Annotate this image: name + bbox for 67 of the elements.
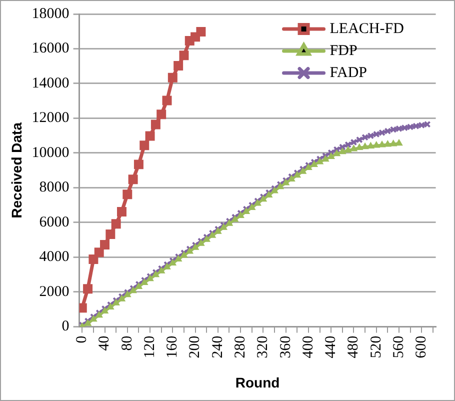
legend-label: LEACH-FD	[330, 20, 404, 37]
y-tick-label: 0	[62, 318, 70, 335]
point	[106, 230, 116, 240]
point	[196, 26, 206, 36]
x-tick-label: 600	[414, 336, 430, 358]
point	[356, 144, 363, 150]
point	[350, 144, 358, 152]
point	[299, 168, 306, 174]
point	[338, 148, 346, 154]
y-tick-label: 16000	[32, 40, 70, 57]
point	[344, 146, 352, 153]
y-tick-label: 18000	[32, 6, 70, 22]
point	[333, 150, 340, 156]
x-tick-label: 280	[232, 336, 248, 358]
point	[362, 142, 369, 150]
point	[328, 152, 335, 160]
x-tick-label: 200	[187, 336, 204, 358]
x-tick-label: 400	[300, 336, 316, 358]
point	[122, 190, 132, 200]
x-tick-label: 240	[210, 336, 226, 358]
y-axis-title: Received Data	[8, 122, 24, 218]
point	[150, 120, 160, 130]
point	[254, 200, 262, 206]
point	[372, 142, 380, 148]
y-tick-label: 2000	[39, 284, 70, 300]
x-tick-label: 480	[346, 336, 362, 358]
x-tick-label: 120	[142, 336, 158, 358]
legend-label: FDP	[330, 42, 358, 59]
x-axis-title: Round	[235, 374, 280, 390]
point	[390, 140, 397, 146]
point	[384, 140, 392, 147]
point	[162, 96, 172, 106]
x-tick-label: 440	[323, 336, 340, 358]
y-tick-label: 12000	[32, 110, 70, 126]
point	[94, 248, 104, 258]
y-tick-label: 6000	[39, 214, 70, 230]
point	[128, 174, 138, 184]
point	[179, 50, 189, 60]
point	[111, 219, 121, 229]
point	[322, 155, 329, 162]
x-tick-label: 320	[255, 336, 272, 358]
x-tick-label: 520	[368, 336, 384, 358]
y-tick-label: 4000	[39, 249, 70, 266]
point	[282, 179, 290, 186]
point	[174, 61, 184, 71]
point	[316, 158, 324, 164]
point	[134, 160, 144, 170]
point	[145, 131, 155, 141]
x-tick-label: 360	[278, 336, 294, 358]
y-tick-label: 14000	[32, 75, 70, 92]
x-tick-label: 160	[164, 336, 181, 358]
point	[83, 284, 93, 294]
y-tick-label: 8000	[39, 180, 70, 196]
point	[88, 254, 98, 264]
point	[116, 206, 126, 216]
point	[100, 240, 110, 250]
y-tick-label: 10000	[32, 144, 70, 161]
x-tick-label: 0	[74, 336, 90, 344]
point	[270, 187, 278, 194]
x-tick-label: 560	[390, 336, 407, 358]
point	[156, 110, 166, 120]
x-tick-label: 40	[96, 336, 113, 351]
legend-label: FADP	[330, 64, 368, 81]
point	[168, 72, 178, 82]
x-tick-label: 80	[119, 336, 136, 351]
point	[140, 140, 150, 150]
point	[367, 142, 374, 148]
